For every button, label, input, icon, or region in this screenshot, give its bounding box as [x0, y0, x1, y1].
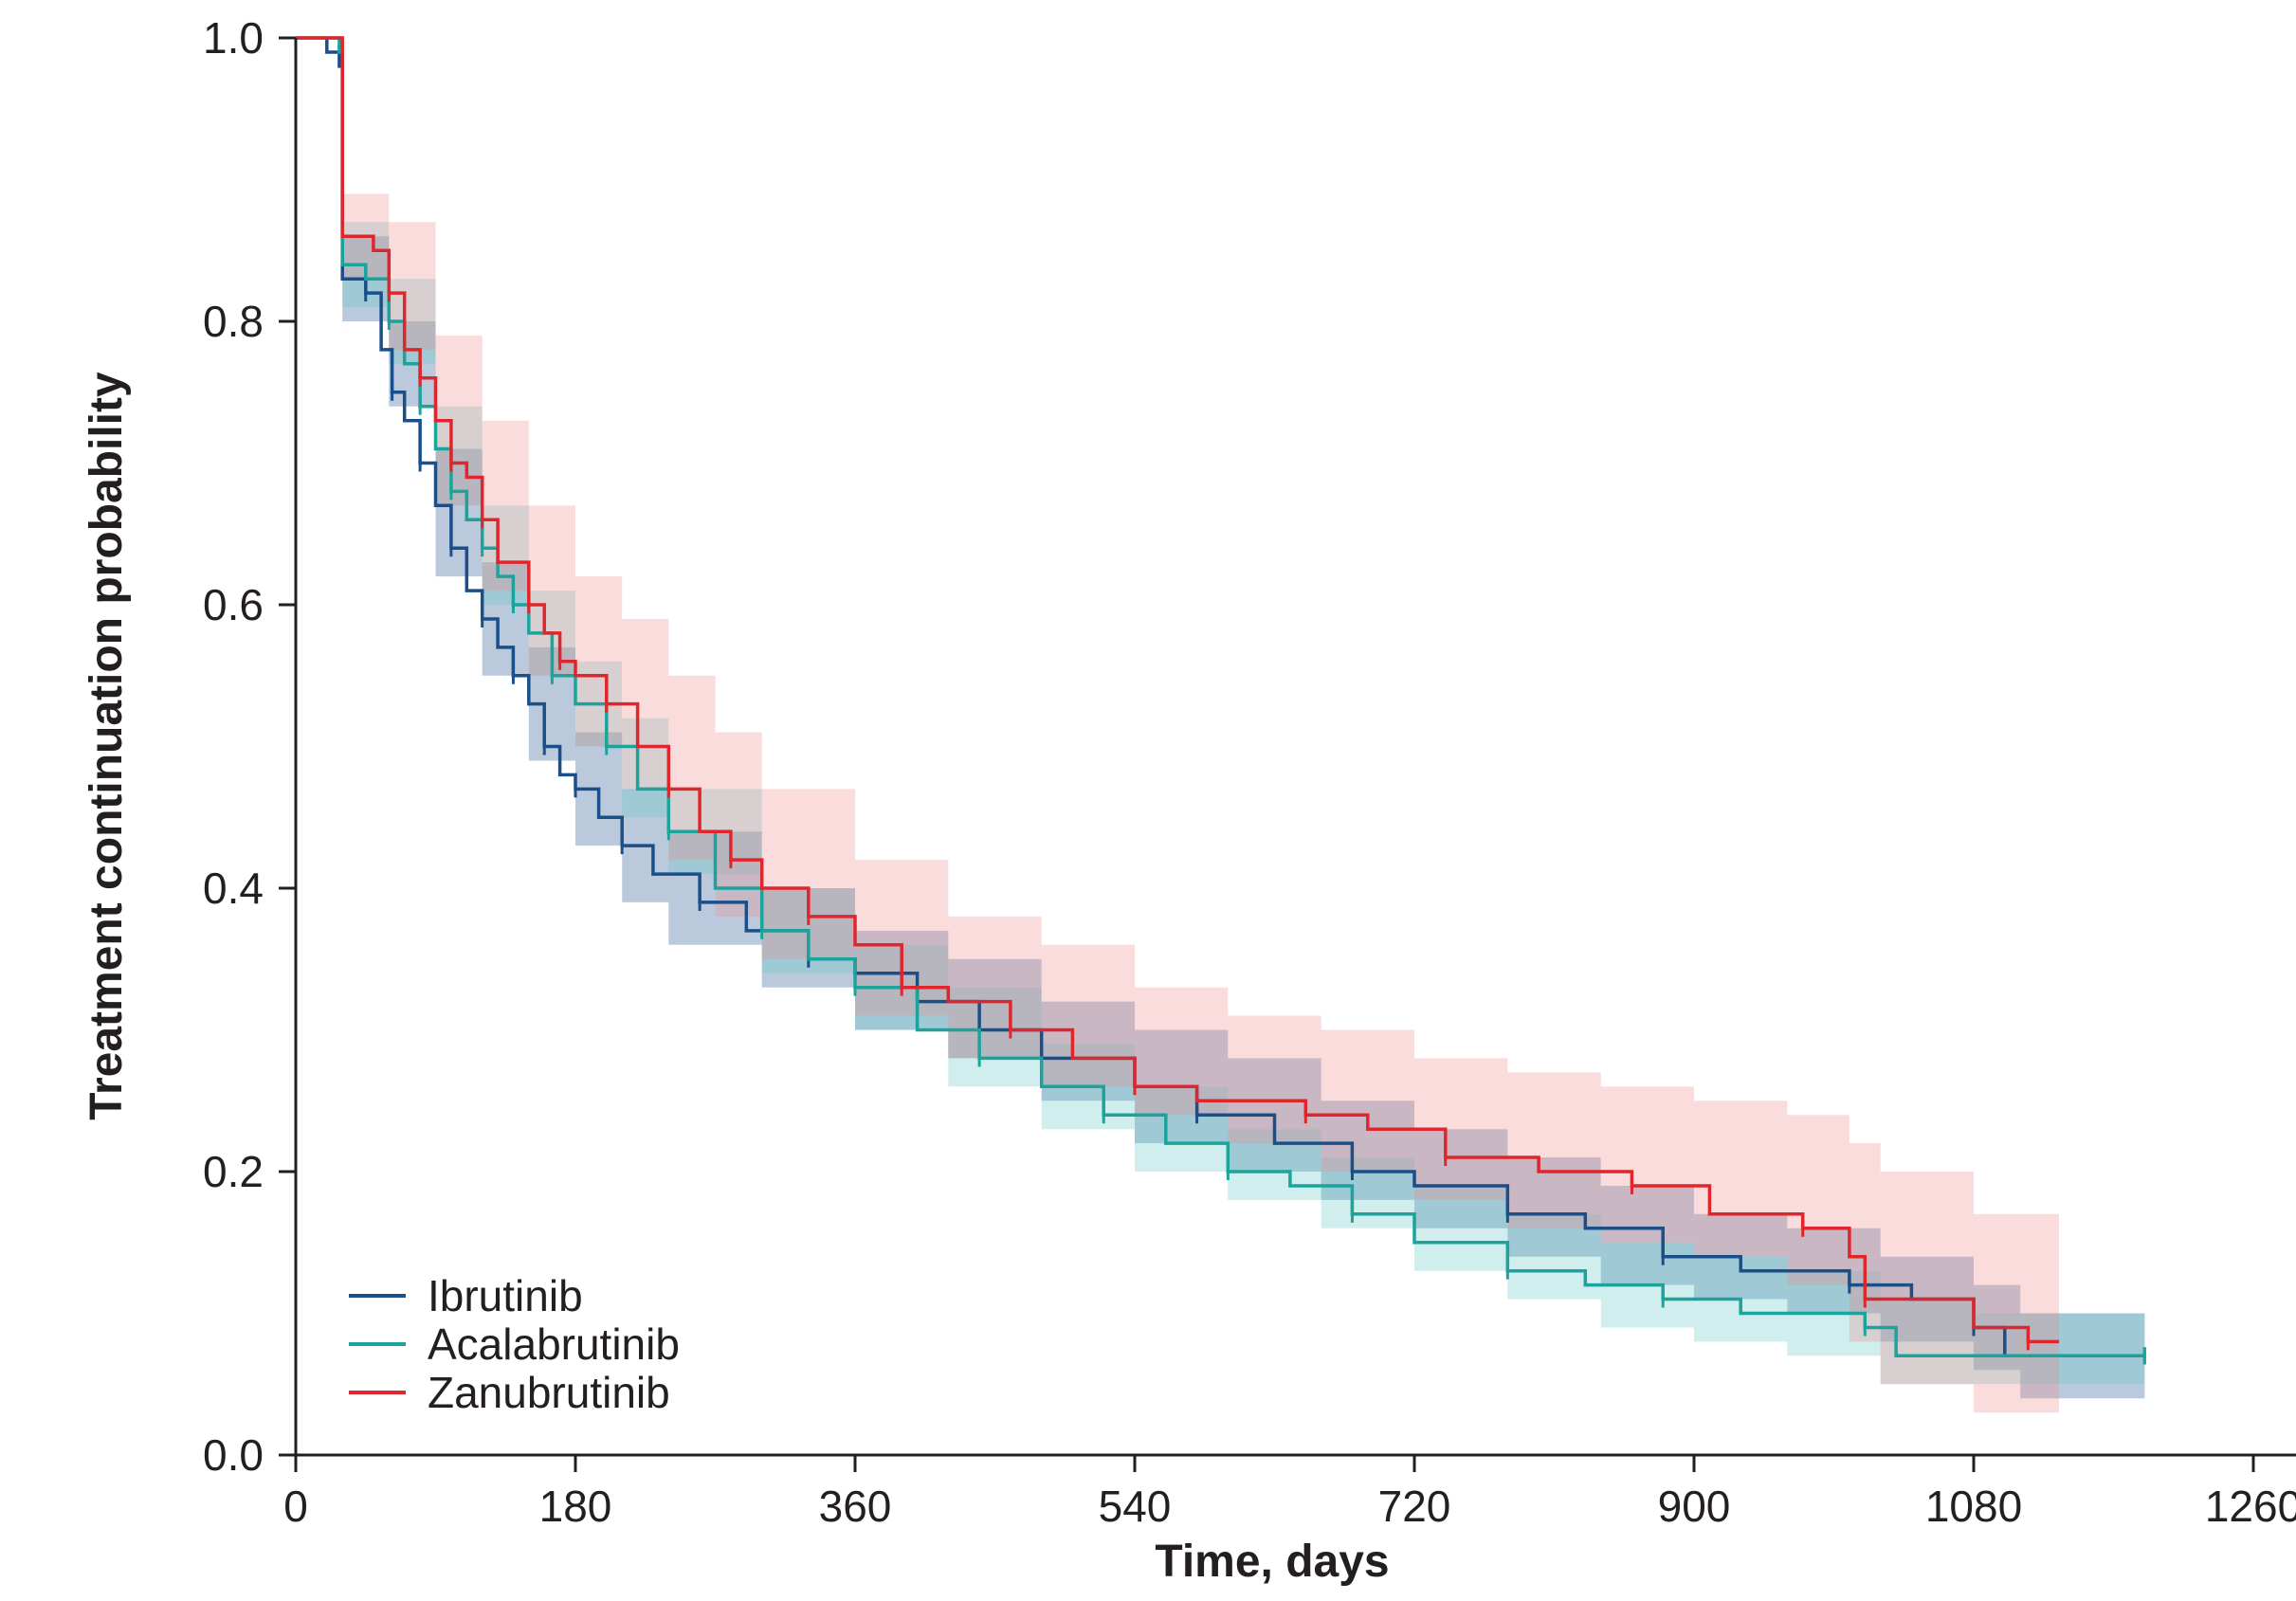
x-tick-label: 540 — [1099, 1482, 1172, 1531]
y-tick-label: 1.0 — [203, 13, 264, 63]
x-tick-label: 1260 — [2205, 1482, 2296, 1531]
y-tick-label: 0.4 — [203, 864, 264, 913]
y-tick-label: 0.2 — [203, 1147, 264, 1196]
acalabrutinib-curve — [296, 36, 2145, 1358]
axes — [294, 38, 2296, 1457]
y-tick-label: 0.8 — [203, 297, 264, 346]
x-axis-title: Time, days — [1155, 1537, 1389, 1587]
survival-curves — [296, 36, 2146, 1365]
ibrutinib-legend-label: Ibrutinib — [428, 1271, 583, 1320]
confidence-bands — [296, 38, 2145, 1413]
x-tick-label: 1080 — [1925, 1482, 2022, 1531]
ibrutinib-confidence-band — [296, 38, 2145, 1399]
y-axis-title: Treatment continuation probability — [82, 372, 132, 1120]
y-tick-label: 0.6 — [203, 580, 264, 629]
x-tick-label: 180 — [539, 1482, 612, 1531]
y-ticks: 0.0 0.2 0.4 0.6 0.8 1.0 — [203, 13, 296, 1480]
ibrutinib-curve — [296, 36, 2145, 1358]
zanubrutinib-confidence-band — [296, 38, 2060, 1413]
acalabrutinib-legend-label: Acalabrutinib — [428, 1319, 680, 1369]
zanubrutinib-legend-label: Zanubrutinib — [428, 1368, 670, 1417]
x-tick-label: 900 — [1658, 1482, 1731, 1531]
y-tick-label: 0.0 — [203, 1430, 264, 1480]
x-ticks: 0 180 360 540 720 900 1080 1260 — [283, 1455, 2296, 1531]
x-tick-label: 0 — [283, 1482, 308, 1531]
x-tick-label: 720 — [1378, 1482, 1451, 1531]
x-tick-label: 360 — [819, 1482, 892, 1531]
